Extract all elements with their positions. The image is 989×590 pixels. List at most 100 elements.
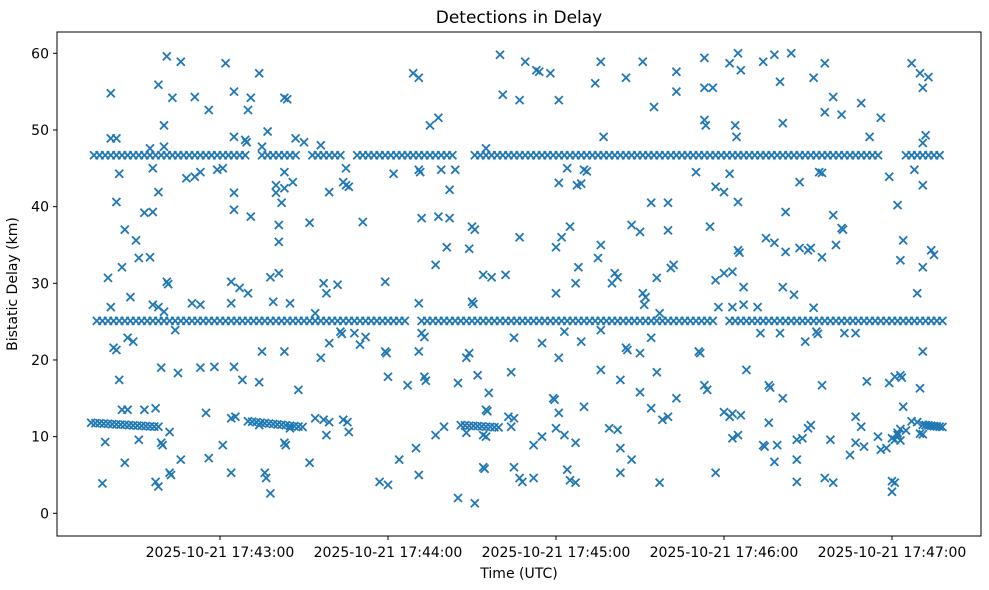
x-marker	[699, 115, 710, 125]
x-marker	[229, 86, 239, 97]
x-marker	[554, 95, 564, 105]
x-tick-label: 2025-10-21 17:43:00	[146, 545, 295, 561]
y-tick-label: 20	[31, 353, 49, 369]
x-marker	[421, 376, 431, 386]
x-marker	[691, 167, 701, 177]
x-marker	[671, 393, 682, 403]
x-marker	[157, 440, 168, 450]
x-marker	[506, 422, 516, 432]
x-marker	[164, 427, 175, 437]
x-marker	[918, 180, 928, 190]
x-marker	[482, 406, 493, 416]
x-marker	[534, 67, 544, 77]
x-marker	[310, 308, 320, 318]
x-marker	[148, 163, 158, 173]
x-marker	[111, 133, 122, 144]
x-marker	[780, 247, 791, 257]
x-marker	[895, 435, 906, 446]
x-marker	[349, 328, 360, 338]
x-marker	[828, 210, 838, 220]
x-marker	[794, 177, 805, 187]
x-marker	[531, 65, 542, 75]
x-marker	[321, 430, 332, 440]
x-marker	[240, 150, 250, 160]
x-marker	[554, 353, 564, 363]
x-marker	[145, 143, 155, 154]
x-marker	[565, 221, 575, 232]
x-marker	[915, 428, 925, 439]
x-marker	[755, 328, 766, 338]
x-marker	[884, 172, 894, 182]
x-marker	[414, 470, 424, 480]
x-marker	[570, 278, 581, 288]
x-marker	[500, 270, 511, 280]
x-marker	[699, 380, 710, 390]
x-marker	[106, 302, 116, 312]
x-marker	[478, 430, 488, 440]
x-marker	[918, 346, 928, 357]
x-marker	[596, 57, 606, 67]
x-marker	[626, 454, 637, 465]
x-axis-ticks: 2025-10-21 17:43:00 2025-10-21 17:44:00 20…	[146, 536, 966, 561]
x-marker	[937, 316, 948, 326]
x-marker	[156, 362, 166, 373]
x-marker	[635, 348, 645, 358]
x-marker	[139, 405, 150, 415]
y-tick-label: 30	[31, 276, 49, 292]
x-marker	[929, 250, 939, 260]
x-marker	[831, 240, 841, 250]
x-marker	[646, 198, 656, 208]
x-marker	[862, 376, 872, 387]
x-marker	[736, 65, 746, 75]
x-marker	[117, 262, 127, 272]
x-marker	[562, 163, 572, 173]
x-marker	[730, 120, 740, 131]
x-marker	[738, 300, 749, 310]
x-marker	[279, 167, 290, 177]
x-marker	[705, 221, 715, 232]
x-marker	[243, 288, 253, 298]
x-marker	[918, 429, 928, 439]
x-marker	[394, 454, 404, 465]
x-marker	[481, 431, 491, 442]
x-marker	[436, 165, 446, 175]
x-marker	[663, 225, 673, 236]
x-marker	[786, 48, 796, 58]
x-marker	[358, 217, 368, 227]
x-marker	[344, 182, 354, 192]
x-marker	[517, 477, 528, 487]
x-marker	[246, 211, 256, 222]
x-marker	[153, 422, 164, 432]
x-marker	[626, 220, 637, 230]
x-marker	[733, 48, 743, 58]
x-marker	[293, 385, 304, 395]
x-marker	[765, 382, 775, 393]
x-marker	[800, 336, 810, 347]
x-marker	[764, 418, 774, 428]
x-marker	[887, 487, 897, 497]
x-marker	[573, 262, 584, 272]
x-marker	[461, 353, 472, 363]
x-marker	[892, 430, 903, 440]
x-marker	[159, 120, 169, 131]
chart-title: Detections in Delay	[436, 8, 603, 28]
x-marker	[444, 185, 455, 195]
x-marker	[209, 362, 220, 372]
x-tick-label: 2025-10-21 17:44:00	[314, 545, 463, 561]
x-marker	[850, 328, 861, 338]
x-marker	[400, 316, 410, 326]
x-marker	[495, 50, 505, 60]
x-marker	[450, 165, 460, 175]
x-marker	[897, 372, 907, 383]
x-marker	[444, 213, 455, 223]
x-marker	[316, 140, 326, 150]
x-marker	[453, 378, 463, 388]
x-marker	[598, 132, 609, 142]
x-marker	[590, 78, 600, 88]
x-marker	[615, 443, 626, 453]
x-marker	[246, 93, 256, 103]
x-marker	[120, 224, 130, 235]
x-marker	[383, 480, 393, 490]
x-marker	[856, 98, 866, 108]
